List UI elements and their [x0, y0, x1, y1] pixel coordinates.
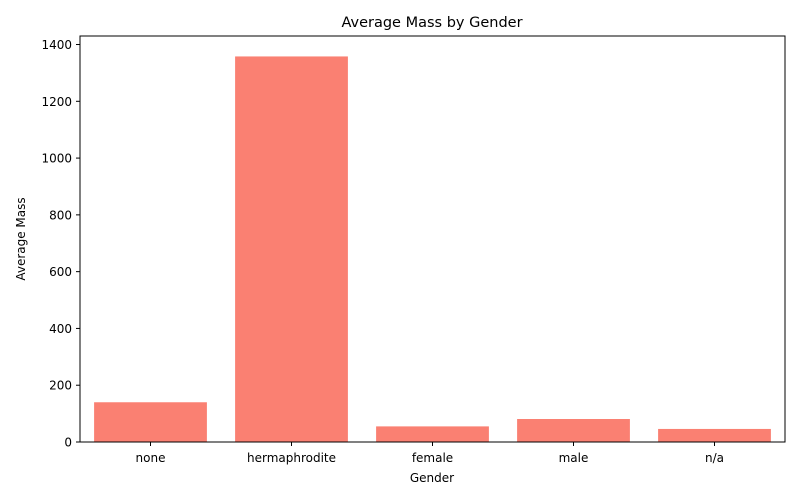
bar-female [376, 426, 489, 442]
bar-n-a [658, 428, 771, 442]
y-axis-ticks: 0 200 400 600 800 1000 1200 1400 [41, 38, 80, 450]
bar-none [94, 402, 207, 442]
y-tick-label: 0 [64, 436, 72, 450]
x-tick-label: n/a [705, 451, 724, 465]
plot-frame [79, 35, 786, 443]
x-axis-label: Gender [410, 471, 454, 485]
y-axis-label: Average Mass [14, 197, 28, 280]
x-tick-label: female [412, 451, 453, 465]
x-tick-label: hermaphrodite [247, 451, 336, 465]
y-tick-label: 1400 [41, 38, 72, 52]
bar-male [517, 419, 630, 442]
y-tick-label: 400 [49, 322, 72, 336]
chart-title: Average Mass by Gender [341, 15, 522, 31]
y-tick-label: 200 [49, 379, 72, 393]
y-tick-label: 1200 [41, 95, 72, 109]
bar-hermaphrodite [235, 56, 348, 443]
y-tick-label: 600 [49, 265, 72, 279]
y-tick-label: 800 [49, 208, 72, 222]
x-tick-label: male [559, 451, 589, 465]
x-axis-ticks: none hermaphrodite female male n/a [136, 442, 724, 465]
bars-group [94, 56, 771, 443]
y-tick-label: 1000 [41, 152, 72, 166]
x-tick-label: none [136, 451, 166, 465]
